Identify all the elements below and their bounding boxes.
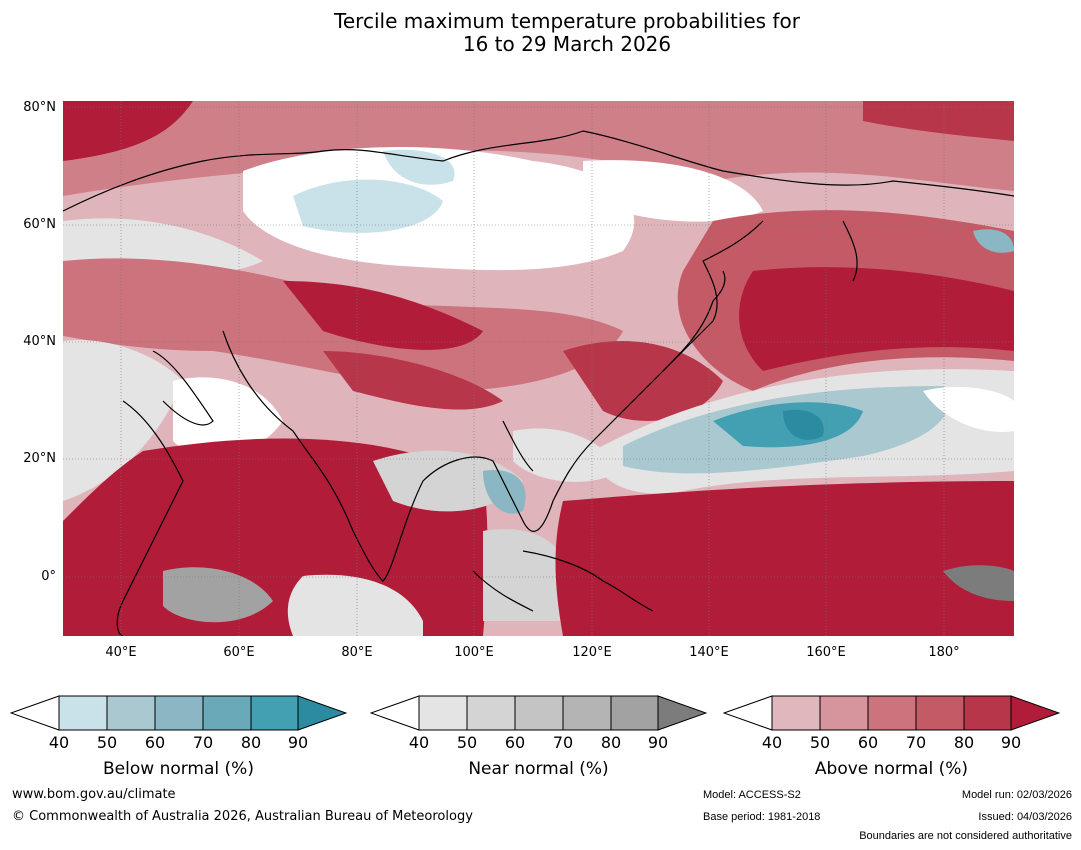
middle-east-near: [63, 340, 183, 501]
lat-label-0: 0°: [41, 569, 56, 584]
south-china-near: [513, 428, 623, 482]
lat-label-40n: 40°N: [23, 334, 56, 349]
lon-label-180: 180°: [928, 645, 960, 660]
graticule: [63, 101, 1014, 636]
legend-above-tick-70: 70: [905, 733, 927, 752]
legend-above-tick-90: 90: [1000, 733, 1022, 752]
legend-above-tick-60: 60: [857, 733, 879, 752]
legend-below-tick-60: 60: [144, 733, 166, 752]
west-indian-ocean-near: [163, 567, 273, 623]
legend-near-tick-70: 70: [552, 733, 574, 752]
footer-base-period: Base period: 1981-2018: [703, 811, 821, 823]
legend-above-arrow-right: [1010, 695, 1061, 731]
lon-label-40e: 40°E: [105, 645, 137, 660]
lat-label-60n: 60°N: [23, 217, 56, 232]
legend-above-tick-40: 40: [761, 733, 783, 752]
legend-below-swatch-4: [202, 695, 252, 731]
legend-near-colorbar: [369, 695, 708, 731]
legend-near-normal: 40 50 60 70 80 90 Near normal (%): [369, 693, 708, 779]
legend-near-tick-40: 40: [408, 733, 430, 752]
lon-label-100e: 100°E: [454, 645, 494, 660]
legend-below-swatch-5: [250, 695, 299, 731]
lon-label-80e: 80°E: [341, 645, 373, 660]
legend-near-arrow-left: [369, 695, 420, 731]
legend-below-tick-90: 90: [287, 733, 309, 752]
lat-label-80n: 80°N: [23, 100, 56, 115]
arctic-west-strong-above: [63, 101, 193, 161]
siberia-below: [293, 179, 443, 233]
legend-above-arrow-left: [722, 695, 773, 731]
maritime-near: [483, 529, 575, 621]
legend-below-tick-40: 40: [48, 733, 70, 752]
arctic-above-region: [63, 101, 1014, 196]
legend-near-tick-60: 60: [504, 733, 526, 752]
coastlines: [63, 130, 1014, 636]
footer-issued: Issued: 04/03/2026: [978, 811, 1072, 823]
central-indian-ocean-near: [287, 574, 423, 636]
central-asia-strong-above: [283, 281, 483, 350]
legend-above-tick-80: 80: [953, 733, 975, 752]
legend-above-swatch-1: [771, 695, 821, 731]
north-pacific-strong-above: [739, 267, 1014, 371]
tibet-above: [323, 351, 503, 410]
lat-label-20n: 20°N: [23, 451, 56, 466]
legend-below-arrow-right: [297, 695, 348, 731]
legend-above-caption: Above normal (%): [814, 759, 969, 779]
west-pacific-core-below: [783, 409, 824, 440]
legend-below-swatch-3: [154, 695, 204, 731]
iran-neutral: [173, 377, 283, 459]
indochina-near: [373, 450, 523, 512]
footer-url: www.bom.gov.au/climate: [12, 787, 176, 802]
east-siberia-neutral: [583, 160, 763, 222]
legend-below-tick-50: 50: [96, 733, 118, 752]
footer-model: Model: ACCESS-S2: [703, 789, 801, 801]
probability-map: [63, 101, 1014, 636]
lon-label-60e: 60°E: [223, 645, 255, 660]
lon-label-160e: 160°E: [806, 645, 846, 660]
legend-near-caption: Near normal (%): [468, 759, 609, 779]
central-pacific-neutral: [923, 386, 1014, 432]
legend-near-swatch-2: [466, 695, 516, 731]
title-line-1: Tercile maximum temperature probabilitie…: [334, 9, 800, 33]
legend-below-normal: 40 50 60 70 80 90 Below normal (%): [9, 693, 348, 779]
legend-near-tick-50: 50: [456, 733, 478, 752]
legend-below-swatch-1: [58, 695, 108, 731]
legend-above-normal: 40 50 60 70 80 90 Above normal (%): [722, 693, 1061, 779]
legend-above-swatch-3: [867, 695, 917, 731]
legend-below-tick-70: 70: [192, 733, 214, 752]
map-svg: [63, 101, 1014, 636]
east-pacific-near: [943, 565, 1014, 601]
legend-near-swatch-3: [514, 695, 564, 731]
footer-copyright: © Commonwealth of Australia 2026, Austra…: [12, 809, 473, 824]
legend-above-colorbar: [722, 695, 1061, 731]
legend-near-tick-80: 80: [600, 733, 622, 752]
legend-near-swatch-4: [562, 695, 612, 731]
legend-above-swatch-4: [915, 695, 965, 731]
footer-disclaimer: Boundaries are not considered authoritat…: [859, 830, 1072, 842]
legend-above-swatch-5: [963, 695, 1012, 731]
legend-above-swatch-2: [819, 695, 869, 731]
legend-near-tick-90: 90: [647, 733, 669, 752]
legend-below-arrow-left: [9, 695, 60, 731]
indochina-below: [483, 470, 526, 514]
legend-near-arrow-right: [657, 695, 708, 731]
legend-near-swatch-1: [418, 695, 468, 731]
title-line-2: 16 to 29 March 2026: [462, 32, 672, 56]
legend-below-caption: Below normal (%): [103, 759, 254, 779]
tropical-pacific-strong-above: [555, 481, 1014, 636]
legend-below-swatch-2: [106, 695, 156, 731]
bering-below: [973, 229, 1014, 253]
arctic-east-above: [863, 101, 1014, 141]
lon-label-140e: 140°E: [689, 645, 729, 660]
arctic-below: [383, 149, 455, 185]
legend-near-swatch-5: [610, 695, 659, 731]
map-title: Tercile maximum temperature probabilitie…: [0, 10, 1081, 56]
legend-below-tick-80: 80: [240, 733, 262, 752]
lon-label-120e: 120°E: [572, 645, 612, 660]
footer-model-run: Model run: 02/03/2026: [961, 789, 1072, 801]
legend-above-tick-50: 50: [809, 733, 831, 752]
east-china-above: [563, 341, 723, 421]
legend-below-colorbar: [9, 695, 348, 731]
